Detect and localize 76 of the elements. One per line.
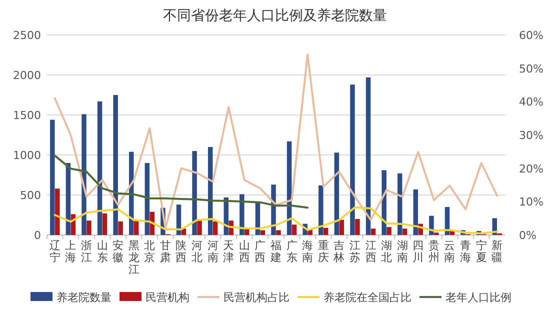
y-tick-label: 2500 xyxy=(13,29,41,42)
x-tick-label: 北京 xyxy=(144,239,156,264)
x-tick-label: 福建 xyxy=(270,239,282,264)
bar xyxy=(97,101,102,235)
legend-label: 老年人口比例 xyxy=(446,291,512,304)
x-tick-label: 云南 xyxy=(444,239,456,264)
x-tick-label: 广东 xyxy=(286,239,298,264)
bar xyxy=(240,194,244,235)
x-tick-label: 海南 xyxy=(302,239,314,264)
x-tick-label: 浙江 xyxy=(80,239,92,264)
bar xyxy=(86,220,92,235)
x-tick-label: 广西 xyxy=(254,239,266,264)
y2-tick-label: 30% xyxy=(519,129,544,142)
x-tick-label: 山西 xyxy=(238,239,250,264)
bar xyxy=(113,95,118,235)
y-tick-label: 0 xyxy=(34,229,41,242)
y2-tick-label: 40% xyxy=(519,96,544,109)
y2-tick-label: 10% xyxy=(519,196,544,209)
x-tick-label: 辽宁 xyxy=(49,239,60,264)
x-tick-label: 河北 xyxy=(192,239,203,264)
x-tick-label: 新疆 xyxy=(492,239,503,264)
line-series xyxy=(54,206,498,234)
x-tick-label: 安徽 xyxy=(112,239,124,264)
y2-tick-label: 60% xyxy=(519,29,544,42)
x-tick-label: 四川 xyxy=(412,239,424,264)
x-tick-label: 甘肃 xyxy=(160,239,171,264)
line-series xyxy=(54,53,498,230)
bar xyxy=(318,185,324,235)
bar xyxy=(350,84,355,235)
chart-title: 不同省份老年人口比例及养老院数量 xyxy=(163,8,387,24)
y-tick-label: 2000 xyxy=(13,69,41,82)
bar xyxy=(55,188,60,235)
x-tick-label: 重庆 xyxy=(318,239,329,264)
bar xyxy=(292,224,297,235)
x-tick-label: 湖南 xyxy=(396,239,408,264)
y-tick-label: 1000 xyxy=(13,149,41,162)
bar xyxy=(402,228,408,235)
x-tick-label: 吉林 xyxy=(332,239,345,264)
bar xyxy=(276,230,281,235)
y2-tick-label: 0% xyxy=(519,229,536,242)
x-tick-label: 山东 xyxy=(96,239,108,264)
legend-label: 民营机构占比 xyxy=(224,291,290,304)
bar xyxy=(197,220,202,235)
x-tick-label: 江苏 xyxy=(349,239,360,264)
bar xyxy=(355,219,360,235)
bar xyxy=(339,220,344,235)
bar xyxy=(212,221,218,235)
y-tick-label: 500 xyxy=(20,189,41,202)
y2-tick-label: 20% xyxy=(519,162,544,176)
bar xyxy=(370,228,376,235)
bar xyxy=(413,189,418,235)
bar xyxy=(118,221,123,235)
bar xyxy=(102,213,108,235)
x-tick-label: 黑龙江 xyxy=(128,239,140,276)
x-tick-label: 宁夏 xyxy=(476,239,487,264)
legend-label: 养老院数量 xyxy=(56,291,112,304)
x-tick-label: 江西 xyxy=(365,239,376,264)
line-series xyxy=(54,154,309,209)
y2-tick-label: 50% xyxy=(519,62,544,76)
x-tick-label: 湖北 xyxy=(381,239,392,264)
bar xyxy=(324,228,328,235)
x-tick-label: 天津 xyxy=(223,239,234,264)
x-tick-label: 陕西 xyxy=(176,239,187,264)
x-tick-label: 青海 xyxy=(460,239,472,264)
bar xyxy=(386,227,392,235)
legend-label: 民营机构 xyxy=(146,291,190,304)
bar xyxy=(260,230,266,235)
x-tick-label: 贵州 xyxy=(428,239,440,264)
y-tick-label: 1500 xyxy=(13,109,41,122)
bar xyxy=(366,77,371,235)
bar xyxy=(192,151,197,235)
bar xyxy=(134,220,139,235)
x-tick-label: 上海 xyxy=(65,239,76,264)
x-tick-label: 河南 xyxy=(207,239,218,264)
legend-label: 养老院在全国占比 xyxy=(324,291,412,304)
bar xyxy=(50,120,55,235)
